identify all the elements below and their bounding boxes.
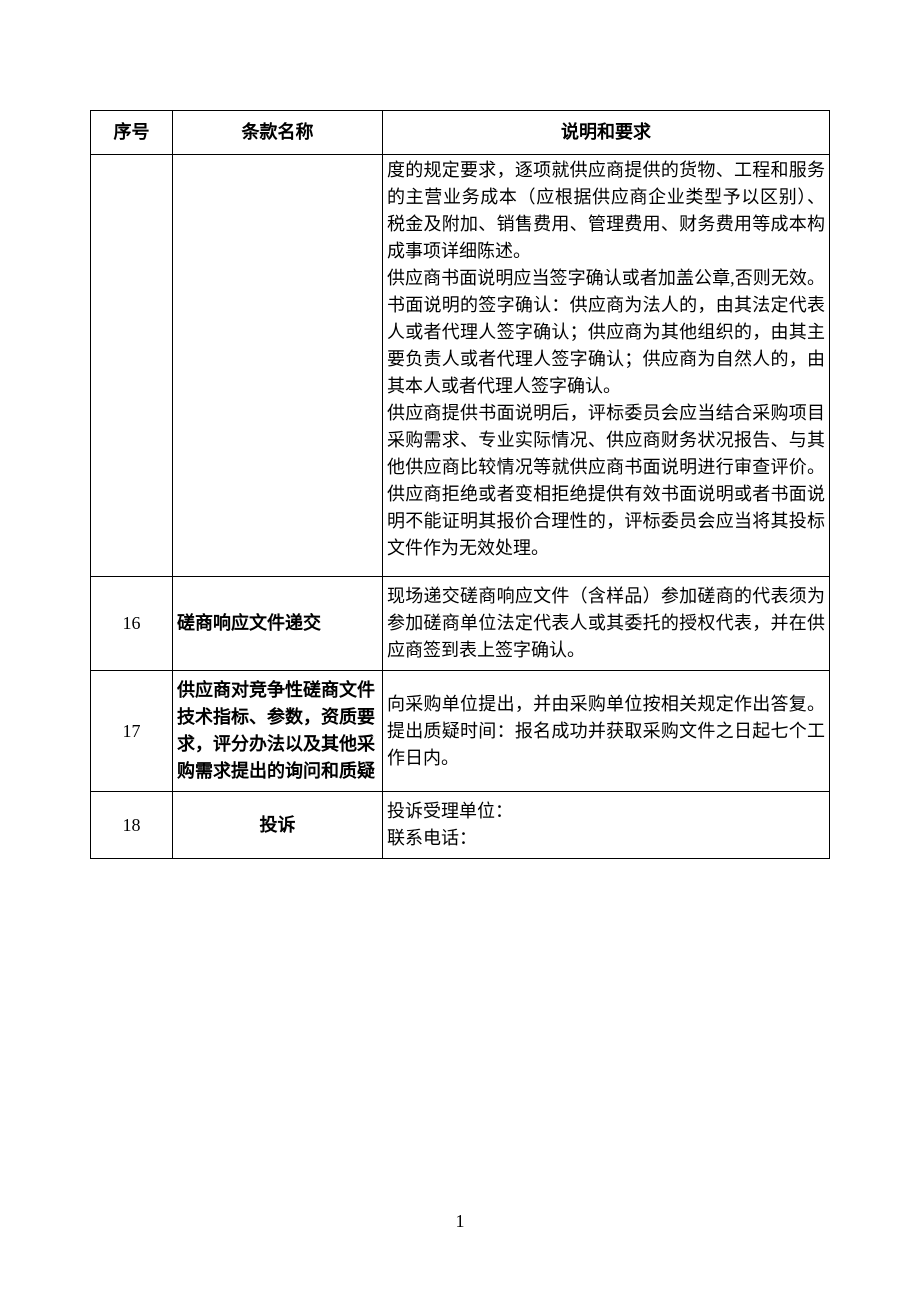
cell-seq: 17 [91,671,173,792]
cell-seq: 16 [91,577,173,671]
requirements-table: 序号 条款名称 说明和要求 度的规定要求，逐项就供应商提供的货物、工程和服务的主… [90,110,830,859]
desc-paragraph: 现场递交磋商响应文件（含样品）参加磋商的代表须为参加磋商单位法定代表人或其委托的… [387,583,825,664]
cell-seq [91,155,173,577]
desc-paragraph: 供应商书面说明应当签字确认或者加盖公章,否则无效。书面说明的签字确认：供应商为法… [387,265,825,400]
desc-paragraph: 供应商提供书面说明后，评标委员会应当结合采购项目采购需求、专业实际情况、供应商财… [387,400,825,562]
cell-desc: 度的规定要求，逐项就供应商提供的货物、工程和服务的主营业务成本（应根据供应商企业… [383,155,830,577]
table-row: 度的规定要求，逐项就供应商提供的货物、工程和服务的主营业务成本（应根据供应商企业… [91,155,830,577]
header-name: 条款名称 [173,111,383,155]
desc-paragraph: 联系电话： [387,825,825,852]
cell-seq: 18 [91,792,173,859]
desc-paragraph: 投诉受理单位： [387,798,825,825]
cell-desc: 向采购单位提出，并由采购单位按相关规定作出答复。提出质疑时间：报名成功并获取采购… [383,671,830,792]
cell-desc: 现场递交磋商响应文件（含样品）参加磋商的代表须为参加磋商单位法定代表人或其委托的… [383,577,830,671]
cell-name: 磋商响应文件递交 [173,577,383,671]
table-header-row: 序号 条款名称 说明和要求 [91,111,830,155]
header-desc: 说明和要求 [383,111,830,155]
cell-name: 投诉 [173,792,383,859]
desc-paragraph: 度的规定要求，逐项就供应商提供的货物、工程和服务的主营业务成本（应根据供应商企业… [387,157,825,265]
desc-paragraph: 向采购单位提出，并由采购单位按相关规定作出答复。提出质疑时间：报名成功并获取采购… [387,691,825,772]
cell-desc: 投诉受理单位：联系电话： [383,792,830,859]
header-seq: 序号 [91,111,173,155]
table-row: 17供应商对竞争性磋商文件技术指标、参数，资质要求，评分办法以及其他采购需求提出… [91,671,830,792]
cell-name: 供应商对竞争性磋商文件技术指标、参数，资质要求，评分办法以及其他采购需求提出的询… [173,671,383,792]
table-row: 16磋商响应文件递交现场递交磋商响应文件（含样品）参加磋商的代表须为参加磋商单位… [91,577,830,671]
page-number: 1 [0,1211,920,1232]
cell-name [173,155,383,577]
table-body: 度的规定要求，逐项就供应商提供的货物、工程和服务的主营业务成本（应根据供应商企业… [91,155,830,859]
table-row: 18投诉投诉受理单位：联系电话： [91,792,830,859]
